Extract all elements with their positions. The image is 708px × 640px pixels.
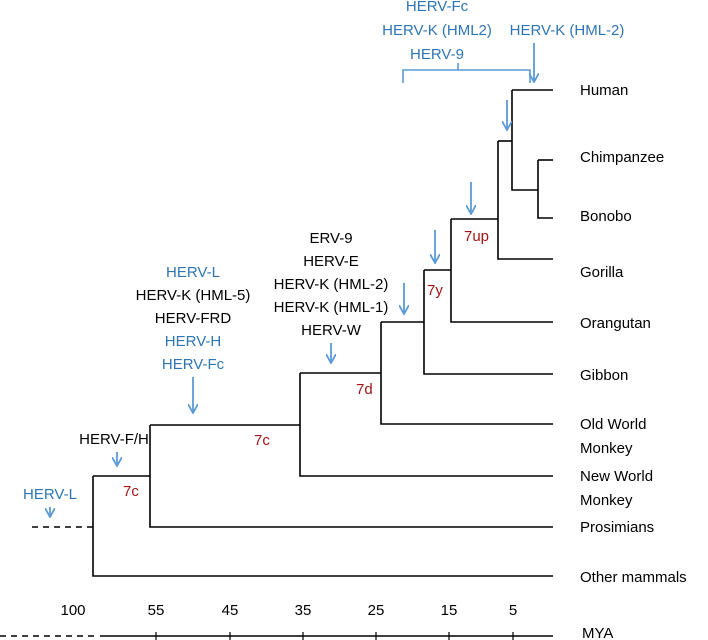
event-prosimian-split: HERV-F/H (79, 431, 149, 448)
hominoid-node-branch (423, 270, 553, 375)
event-old-world-stem-0: ERV-9 (309, 230, 352, 247)
event-old-world-stem-3: HERV-K (HML-1) (274, 299, 389, 316)
node-labels: 7c 7c 7d 7y 7up (123, 228, 489, 500)
axis-tick-15: 15 (441, 602, 458, 619)
event-human-lineage-0: HERV-K (HML-2) (510, 22, 625, 39)
taxon-new-world-line1: New World (580, 468, 653, 485)
event-human-chimp-brace-2: HERV-9 (410, 46, 464, 63)
axis-tick-5: 5 (509, 602, 517, 619)
event-old-world-stem-2: HERV-K (HML-2) (274, 276, 389, 293)
event-root-0: HERV-L (23, 486, 77, 503)
node-label-7up: 7up (464, 228, 489, 245)
event-old-world-stem: ERV-9 HERV-E HERV-K (HML-2) HERV-K (HML-… (274, 230, 389, 339)
axis-tick-25: 25 (368, 602, 385, 619)
taxon-bonobo: Bonobo (580, 208, 632, 225)
event-catarrhine-stem-1: HERV-K (HML-5) (136, 287, 251, 304)
event-human-chimp-brace: HERV-Fc HERV-K (HML2) HERV-9 (382, 0, 492, 63)
event-root: HERV-L (23, 486, 77, 503)
axis-tick-45: 45 (222, 602, 239, 619)
axis-unit-label: MYA (582, 625, 613, 640)
node-label-7c: 7c (254, 432, 270, 449)
hominid-node-branch (450, 219, 553, 323)
primate-node-branch (149, 425, 553, 528)
event-catarrhine-stem-0: HERV-L (166, 264, 220, 281)
insertion-arrows (50, 43, 534, 517)
axis-tick-35: 35 (295, 602, 312, 619)
node-label-7d: 7d (356, 381, 373, 398)
taxon-human: Human (580, 82, 628, 99)
taxon-gibbon: Gibbon (580, 367, 628, 384)
time-axis: 100 55 45 35 25 15 5 MYA (0, 602, 613, 640)
axis-tick-100: 100 (60, 602, 85, 619)
taxa-labels: Human Chimpanzee Bonobo Gorilla Oranguta… (580, 82, 687, 586)
event-catarrhine-stem-4: HERV-Fc (162, 356, 225, 373)
taxon-other-mammals: Other mammals (580, 569, 687, 586)
anthropoid-node-branch (299, 373, 553, 477)
event-catarrhine-stem-3: HERV-H (165, 333, 221, 350)
axis-tick-55: 55 (148, 602, 165, 619)
event-prosimian-split-0: HERV-F/H (79, 431, 149, 448)
root-node-branch (92, 476, 553, 577)
event-human-lineage: HERV-K (HML-2) (510, 22, 625, 39)
taxon-gorilla: Gorilla (580, 264, 624, 281)
taxon-old-world-line2: Monkey (580, 440, 633, 457)
taxon-prosimians: Prosimians (580, 519, 654, 536)
tree-branches (32, 89, 553, 577)
taxon-orangutan: Orangutan (580, 315, 651, 332)
event-old-world-stem-4: HERV-W (301, 322, 362, 339)
event-brace (402, 63, 531, 83)
human-pan-node-branch (511, 90, 538, 191)
node-label-7c-root: 7c (123, 483, 139, 500)
event-catarrhine-stem-2: HERV-FRD (155, 310, 232, 327)
event-old-world-stem-1: HERV-E (303, 253, 359, 270)
homininae-node-branch (497, 141, 553, 260)
taxon-chimpanzee: Chimpanzee (580, 149, 664, 166)
catarrhine-node-branch (380, 322, 553, 425)
taxon-old-world-line1: Old World (580, 416, 646, 433)
taxon-new-world-line2: Monkey (580, 492, 633, 509)
event-human-chimp-brace-0: HERV-Fc (406, 0, 469, 15)
event-catarrhine-stem: HERV-L HERV-K (HML-5) HERV-FRD HERV-H HE… (136, 264, 251, 373)
event-human-chimp-brace-1: HERV-K (HML2) (382, 22, 492, 39)
pan-node-branch (537, 160, 553, 219)
node-label-7y: 7y (427, 282, 443, 299)
